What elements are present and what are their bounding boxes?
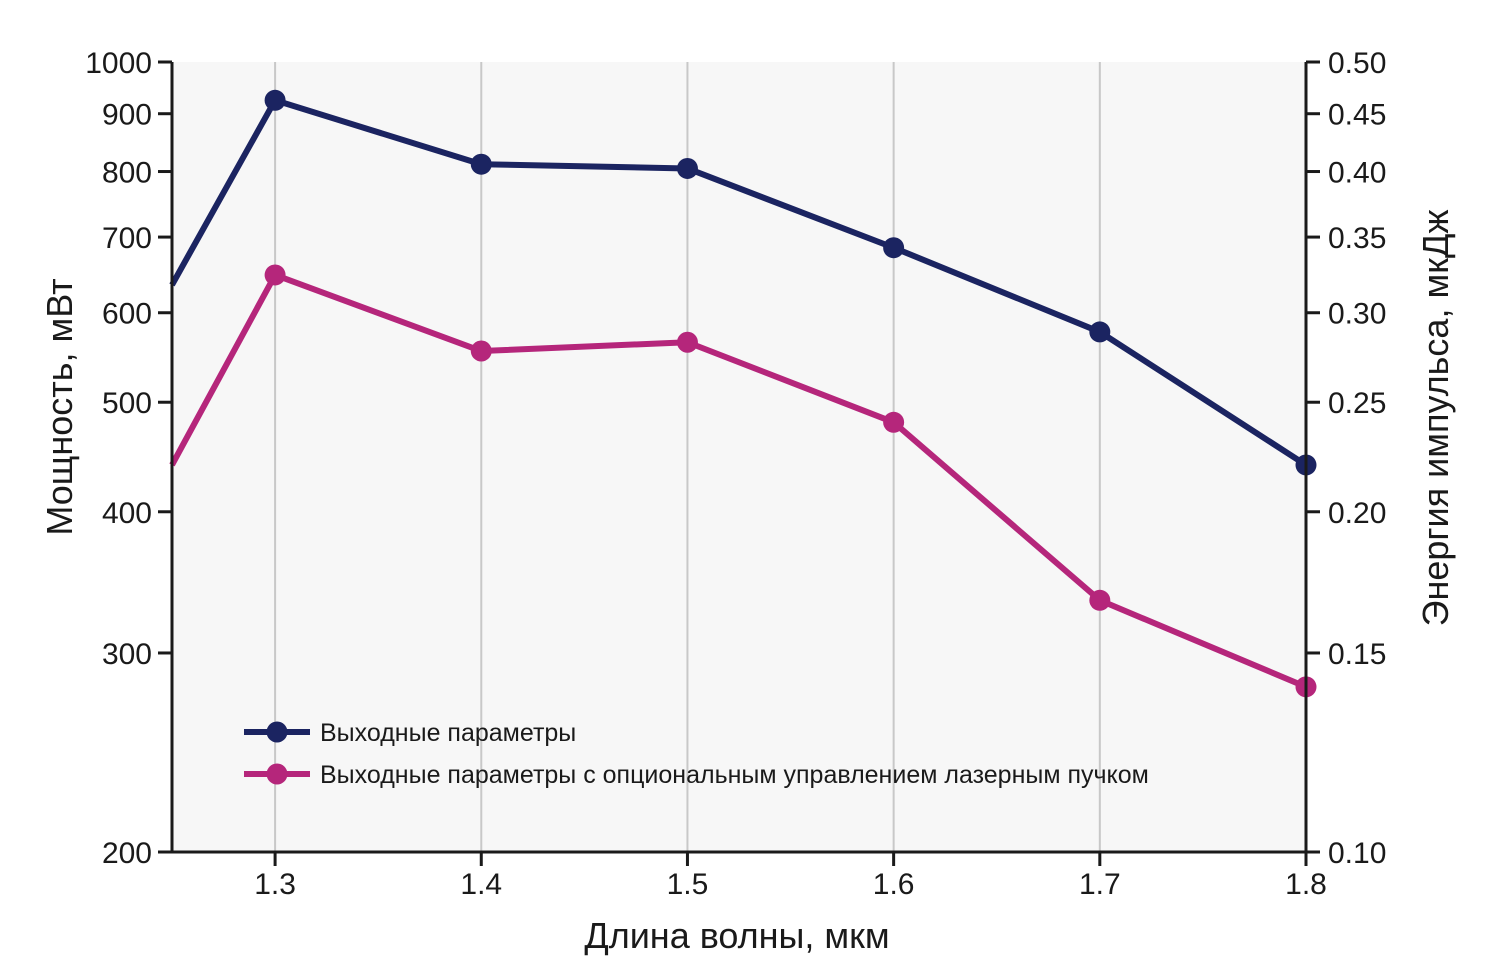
y2-tick-label-7: 0.45 — [1328, 99, 1386, 132]
legend: Выходные параметры Выходные параметры с о… — [244, 719, 1149, 789]
series-2-point-5 — [1089, 589, 1111, 611]
y2-axis-title: Энергия импульса, мкДж — [1415, 210, 1456, 627]
series-2-point-3 — [676, 331, 698, 353]
axes — [158, 60, 1320, 866]
y-tick-label-2: 400 — [102, 497, 152, 530]
y2-tick-label-4: 0.30 — [1328, 298, 1386, 331]
y-tick-label-7: 900 — [102, 99, 152, 132]
series-1-point-1 — [264, 89, 286, 111]
y-tick-label-0: 200 — [102, 837, 152, 870]
legend-label-1: Выходные параметры — [320, 719, 576, 747]
x-axis-title: Длина волны, мкм — [584, 915, 889, 956]
legend-marker-1 — [266, 721, 288, 743]
y-tick-label-8: 1000 — [85, 47, 152, 80]
y-tick-label-6: 800 — [102, 157, 152, 190]
series-1-point-4 — [883, 237, 905, 259]
legend-marker-2 — [266, 763, 288, 785]
y-tick-label-4: 600 — [102, 298, 152, 331]
grid-lines — [274, 62, 1101, 852]
y2-tick-label-6: 0.40 — [1328, 157, 1386, 190]
series-2-point-4 — [883, 411, 905, 433]
legend-label-2: Выходные параметры с опциональным управл… — [320, 761, 1149, 789]
series-1-point-2 — [470, 153, 492, 175]
y2-tick-label-1: 0.15 — [1328, 638, 1386, 671]
x-tick-label-1: 1.4 — [460, 868, 502, 901]
series-lines — [169, 89, 1317, 698]
y2-tick-label-3: 0.25 — [1328, 387, 1386, 420]
y2-tick-label-8: 0.50 — [1328, 47, 1386, 80]
x-tick-label-0: 1.3 — [254, 868, 296, 901]
x-tick-label-4: 1.7 — [1079, 868, 1121, 901]
y-tick-label-5: 700 — [102, 222, 152, 255]
y2-tick-label-0: 0.10 — [1328, 837, 1386, 870]
plot-area — [172, 62, 1306, 852]
y2-tick-label-2: 0.20 — [1328, 497, 1386, 530]
series-1-point-5 — [1089, 321, 1111, 343]
x-tick-label-2: 1.5 — [667, 868, 709, 901]
tick-labels: 200 300 400 500 600 700 800 900 1000 0.10 0.15 0.20… — [85, 47, 1386, 901]
y2-tick-label-5: 0.35 — [1328, 222, 1386, 255]
y-axis-title: Мощность, мВт — [39, 278, 80, 535]
series-2-point-1 — [264, 264, 286, 286]
y-tick-label-1: 300 — [102, 638, 152, 671]
x-tick-label-5: 1.8 — [1285, 868, 1327, 901]
x-tick-label-3: 1.6 — [873, 868, 915, 901]
y-tick-label-3: 500 — [102, 387, 152, 420]
series-2-point-2 — [470, 340, 492, 362]
series-1-point-3 — [676, 157, 698, 179]
